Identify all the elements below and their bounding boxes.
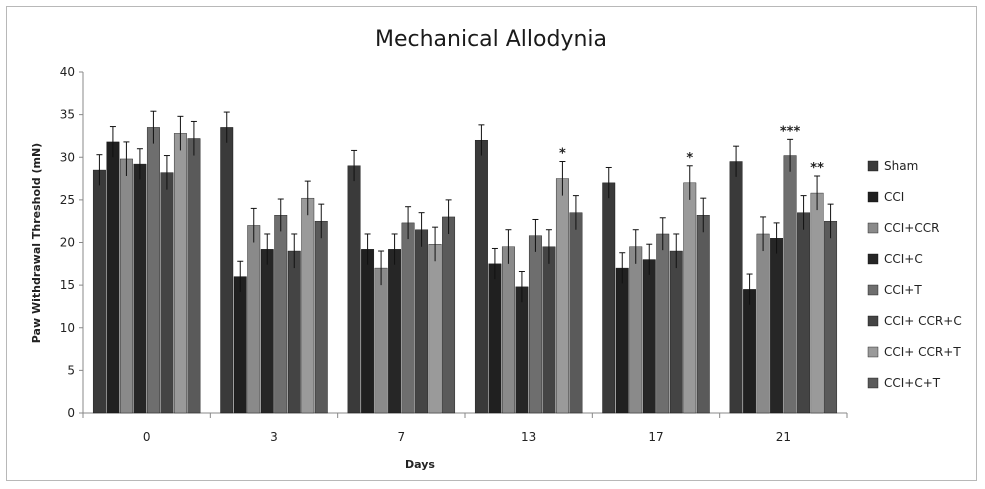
x-tick-label: 7 <box>398 430 406 444</box>
significance-marker: *** <box>780 124 801 139</box>
bar <box>160 172 174 414</box>
y-tick-label: 5 <box>67 363 75 377</box>
legend-swatch <box>867 253 879 265</box>
legend-swatch <box>867 346 879 358</box>
bar <box>301 197 315 414</box>
bar <box>683 182 697 414</box>
bar <box>146 127 160 414</box>
bar <box>542 246 556 414</box>
bar <box>810 192 824 414</box>
legend-swatch <box>867 377 879 389</box>
x-tick-label: 0 <box>143 430 151 444</box>
legend-swatch <box>867 315 879 327</box>
bar <box>187 138 201 414</box>
bar <box>824 220 838 414</box>
legend-label: CCI+C <box>884 252 923 266</box>
y-tick-label: 20 <box>60 236 75 250</box>
legend-swatch <box>867 160 879 172</box>
bar <box>314 220 328 414</box>
y-tick-label: 0 <box>67 406 75 420</box>
legend-label: CCI+ CCR+T <box>884 345 961 359</box>
bar <box>629 246 643 414</box>
legend-label: CCI+ CCR+C <box>884 314 962 328</box>
bar <box>220 127 234 414</box>
legend-label: CCI+CCR <box>884 221 939 235</box>
bar <box>247 225 261 414</box>
legend-label: CCI+T <box>884 283 922 297</box>
bar <box>555 178 569 414</box>
y-tick-label: 10 <box>60 321 75 335</box>
bar <box>260 249 274 414</box>
bar <box>743 289 757 414</box>
bar <box>756 233 770 414</box>
bar <box>528 235 542 414</box>
bar <box>361 249 375 414</box>
y-tick-label: 35 <box>60 108 75 122</box>
legend-swatch <box>867 222 879 234</box>
legend-label: CCI <box>884 190 904 204</box>
legend-swatch <box>867 284 879 296</box>
bar <box>173 133 187 414</box>
bar <box>501 246 515 414</box>
bar <box>106 141 120 414</box>
significance-marker: * <box>686 151 693 166</box>
x-tick-label: 21 <box>776 430 791 444</box>
x-tick-label: 3 <box>270 430 278 444</box>
bar <box>797 212 811 414</box>
bar <box>119 158 133 414</box>
legend-label: Sham <box>884 159 918 173</box>
bar <box>515 286 529 414</box>
bar <box>442 216 456 414</box>
legend-label: CCI+C+T <box>884 376 941 390</box>
bar <box>347 165 361 414</box>
bar <box>92 169 106 414</box>
y-axis-label: Paw Withdrawal Threshold (mN) <box>30 143 43 343</box>
bar <box>415 229 429 414</box>
bar <box>669 250 683 414</box>
bar <box>602 182 616 414</box>
bar <box>388 249 402 414</box>
bar <box>783 155 797 414</box>
bar <box>642 259 656 414</box>
bar <box>770 238 784 414</box>
bar <box>474 139 488 414</box>
bar <box>287 250 301 414</box>
bar <box>488 263 502 414</box>
legend-swatch <box>867 191 879 203</box>
bar <box>133 163 147 414</box>
bar <box>233 276 247 414</box>
bar <box>374 267 388 414</box>
bar <box>274 215 288 414</box>
chart-title: Mechanical Allodynia <box>375 27 607 52</box>
bar <box>569 212 583 414</box>
bar <box>696 215 710 414</box>
bar <box>428 244 442 414</box>
significance-marker: * <box>559 147 566 162</box>
bar <box>615 267 629 414</box>
significance-marker: ** <box>810 161 824 176</box>
y-tick-label: 15 <box>60 278 75 292</box>
bar <box>729 161 743 414</box>
y-tick-label: 30 <box>60 150 75 164</box>
bar <box>401 222 415 414</box>
y-tick-label: 40 <box>60 65 75 79</box>
x-axis-label: Days <box>405 458 435 471</box>
x-tick-label: 13 <box>521 430 536 444</box>
x-tick-label: 17 <box>648 430 663 444</box>
bar <box>656 233 670 414</box>
y-tick-label: 25 <box>60 193 75 207</box>
